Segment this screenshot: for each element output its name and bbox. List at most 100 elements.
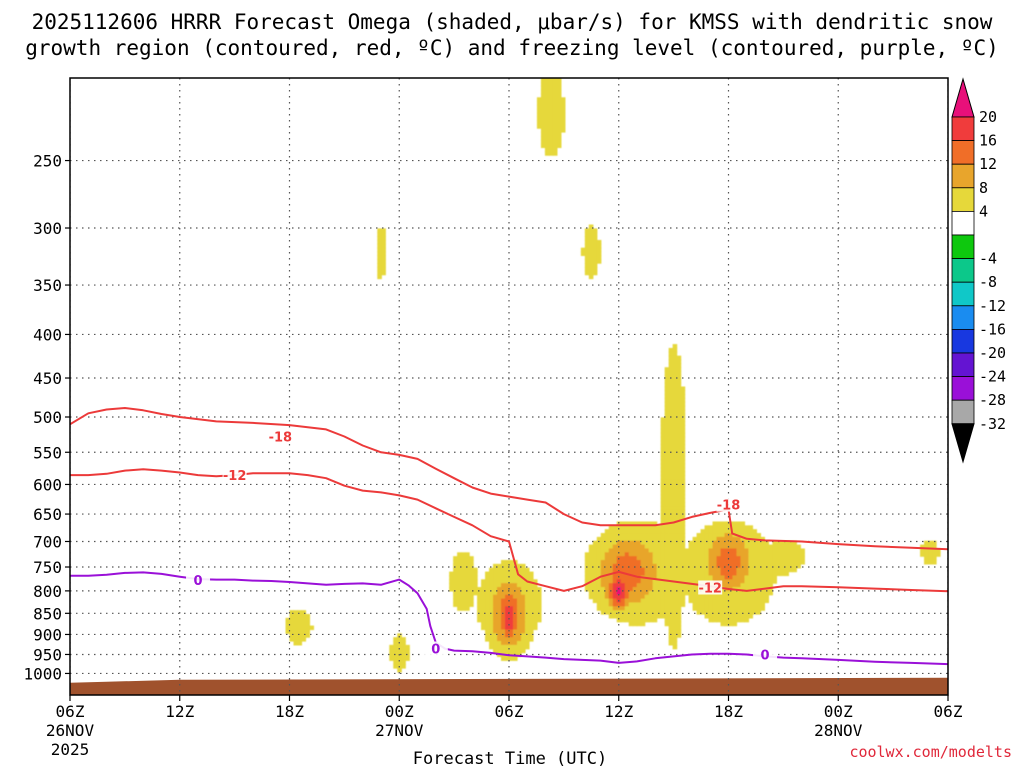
omega-cell: [736, 614, 742, 619]
omega-cell: [505, 625, 510, 631]
omega-cell: [509, 617, 514, 623]
omega-cell: [584, 228, 590, 233]
omega-cell: [664, 417, 670, 422]
omega-cell: [616, 567, 622, 573]
omega-cell: [664, 448, 670, 453]
omega-cell: [524, 641, 530, 646]
omega-cell: [377, 263, 382, 268]
omega-cell: [688, 548, 694, 553]
omega-cell: [720, 533, 726, 538]
omega-cell: [776, 548, 781, 553]
omega-cell: [540, 97, 546, 102]
omega-cell: [668, 540, 674, 546]
omega-cell: [505, 606, 510, 611]
contour-line: [70, 468, 948, 593]
omega-cell: [676, 494, 682, 499]
omega-cell: [724, 594, 730, 600]
omega-cell: [457, 575, 462, 580]
omega-cell: [708, 529, 714, 534]
omega-cell: [672, 606, 678, 611]
omega-cell: [932, 544, 937, 550]
omega-cell: [552, 101, 558, 106]
omega-cell: [509, 567, 514, 573]
omega-cell: [668, 641, 674, 646]
chart-title-line1: 2025112606 HRRR Forecast Omega (shaded, …: [32, 10, 993, 34]
omega-cell: [381, 255, 386, 260]
omega-cell: [628, 567, 634, 573]
omega-cell: [704, 560, 710, 565]
omega-cell: [616, 552, 622, 557]
omega-cell: [672, 421, 678, 426]
omega-cell: [676, 386, 682, 391]
omega-cell: [700, 610, 706, 615]
omega-cell: [732, 590, 738, 596]
omega-cell: [457, 567, 462, 573]
omega-cell: [624, 552, 630, 557]
omega-cell: [724, 602, 730, 607]
omega-cell: [536, 587, 542, 592]
omega-cell: [748, 571, 754, 577]
omega-cell: [544, 104, 550, 110]
omega-cell: [660, 517, 666, 523]
omega-cell: [692, 571, 698, 577]
omega-cell: [556, 104, 562, 110]
omega-cell: [672, 560, 678, 565]
omega-cell: [668, 594, 674, 600]
omega-cell: [636, 579, 642, 584]
omega-cell: [636, 598, 642, 604]
omega-cell: [784, 560, 789, 565]
omega-cell: [664, 567, 670, 573]
omega-cell: [520, 571, 526, 577]
omega-cell: [497, 602, 502, 607]
omega-cell: [668, 517, 674, 523]
omega-cell: [532, 602, 538, 607]
omega-cell: [509, 560, 514, 565]
omega-cell: [704, 598, 710, 604]
omega-cell: [493, 606, 498, 611]
omega-cell: [505, 614, 510, 619]
omega-cell: [668, 533, 674, 538]
omega-cell: [744, 529, 750, 534]
omega-cell: [520, 637, 526, 642]
omega-cell: [524, 644, 530, 650]
omega-cell: [540, 135, 546, 141]
omega-cell: [784, 567, 789, 573]
omega-cell: [600, 587, 606, 592]
omega-cell: [676, 633, 682, 638]
omega-cell: [676, 359, 682, 364]
omega-cell: [620, 567, 626, 573]
omega-cell: [648, 583, 654, 588]
omega-cell: [501, 567, 506, 573]
omega-cell: [377, 228, 382, 233]
omega-cell: [744, 590, 750, 596]
omega-cell: [393, 652, 398, 658]
omega-cell: [536, 590, 542, 596]
omega-cell: [520, 602, 526, 607]
omega-cell: [620, 552, 626, 557]
omega-cell: [604, 529, 610, 534]
omega-cell: [652, 587, 658, 592]
omega-cell: [301, 633, 307, 638]
omega-cell: [632, 536, 638, 542]
omega-cell: [680, 413, 686, 418]
omega-cell: [668, 637, 674, 642]
omega-cell: [592, 263, 598, 268]
omega-cell: [932, 560, 937, 565]
omega-cell: [501, 571, 506, 577]
omega-cell: [788, 548, 793, 553]
omega-cell: [457, 602, 462, 607]
omega-cell: [636, 606, 642, 611]
omega-cell: [680, 590, 686, 596]
omega-cell: [660, 486, 666, 492]
omega-cell: [676, 617, 682, 623]
omega-cell: [696, 610, 702, 615]
omega-cell: [744, 579, 750, 584]
omega-cell: [672, 525, 678, 530]
omega-cell: [756, 579, 762, 584]
omega-cell: [632, 529, 638, 534]
omega-cell: [453, 575, 458, 580]
omega-cell: [796, 544, 801, 550]
omega-cell: [724, 575, 730, 580]
omega-cell: [644, 590, 650, 596]
omega-cell: [608, 556, 614, 561]
